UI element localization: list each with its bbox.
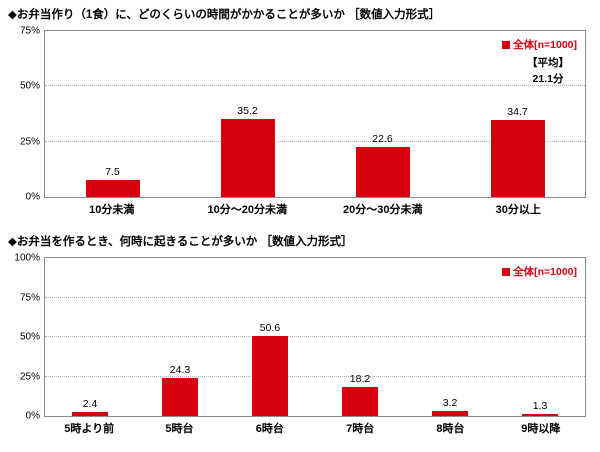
- survey-charts-page: ◆お弁当作り（1食）に、どのくらいの時間がかかることが多いか ［数値入力形式］ …: [8, 6, 592, 436]
- category-label: 6時台: [255, 423, 284, 435]
- category-label: 30分以上: [495, 204, 541, 216]
- bar: [72, 412, 108, 416]
- category-label: 5時より前: [64, 423, 115, 435]
- bar-column: 7.5: [45, 31, 180, 197]
- y-axis-tick-label: 100%: [14, 252, 40, 264]
- gridline: [45, 336, 585, 337]
- average-note-value: 21.1分: [532, 73, 564, 86]
- category-label: 7時台: [346, 423, 375, 435]
- bar-value-label: 2.4: [82, 398, 98, 411]
- x-axis-labels: 10分未満 10分〜20分未満 20分〜30分未満 30分以上: [44, 201, 586, 217]
- y-axis-tick-label: 0%: [25, 191, 40, 203]
- y-axis-tick-label: 75%: [19, 25, 40, 37]
- bar-column: 18.2: [315, 258, 405, 416]
- bar-value-label: 35.2: [237, 105, 258, 118]
- bar-column: 1.3: [495, 258, 585, 416]
- chart-title: ◆お弁当作り（1食）に、どのくらいの時間がかかることが多いか ［数値入力形式］: [8, 9, 441, 21]
- y-axis-tick-label: 25%: [19, 371, 40, 382]
- bar-column: 35.2: [180, 31, 315, 197]
- legend-label: 全体[n=1000]: [513, 266, 577, 278]
- bar-value-label: 22.6: [372, 132, 393, 145]
- bar: [342, 387, 378, 416]
- x-axis-labels: 5時より前 5時台 6時台 7時台 8時台 9時以降: [44, 420, 586, 436]
- bar-column: 2.4: [45, 258, 135, 416]
- bar-value-label: 24.3: [169, 363, 191, 376]
- gridline: [45, 140, 585, 142]
- plot-area: 全体[n=1000] 【平均】 21.1分 0% 25% 50% 75% 7.5 35.2…: [20, 26, 586, 203]
- y-axis-tick-label: 25%: [19, 136, 40, 148]
- bar-column: 24.3: [135, 258, 225, 416]
- plot-area: 全体[n=1000] 0% 25% 50% 75% 100% 2.4 24.3 50.6 18.…: [14, 253, 586, 422]
- bar: [85, 180, 140, 197]
- bar-column: 3.2: [405, 258, 495, 416]
- gridline: [45, 85, 585, 87]
- legend: 全体[n=1000]: [502, 37, 577, 52]
- gridline: [45, 296, 585, 298]
- bar: [162, 377, 198, 416]
- bars-container: 2.4 24.3 50.6 18.2 3.2 1.3: [45, 258, 585, 416]
- bar: [490, 120, 545, 197]
- bar: [355, 146, 410, 197]
- chart-wakeup-time: ◆お弁当を作るとき、何時に起きることが多いか ［数値入力形式］ 全体[n=100…: [8, 233, 592, 436]
- bars-container: 7.5 35.2 22.6 34.7: [45, 31, 585, 197]
- bar: [522, 413, 558, 416]
- category-label: 20分〜30分未満: [343, 204, 423, 216]
- y-axis-tick-label: 50%: [19, 80, 40, 92]
- category-label: 5時台: [165, 423, 194, 435]
- bar: [432, 410, 468, 416]
- bar-value-label: 3.2: [442, 396, 458, 409]
- bar-value-label: 34.7: [507, 106, 528, 119]
- category-label: 9時以降: [521, 423, 561, 435]
- bar: [220, 119, 275, 197]
- y-axis-tick-label: 0%: [25, 410, 40, 422]
- category-label: 10分未満: [89, 204, 135, 216]
- category-label: 8時台: [436, 423, 465, 435]
- average-note-heading: 【平均】: [527, 57, 569, 69]
- chart-bento-prep-time: ◆お弁当作り（1食）に、どのくらいの時間がかかることが多いか ［数値入力形式］ …: [8, 6, 592, 217]
- bar-value-label: 18.2: [349, 373, 371, 386]
- chart-title: ◆お弁当を作るとき、何時に起きることが多いか ［数値入力形式］: [8, 236, 353, 248]
- bar-value-label: 1.3: [532, 399, 548, 412]
- average-note: 【平均】 21.1分: [527, 55, 569, 88]
- bar-column: 50.6: [225, 258, 315, 416]
- y-axis-tick-label: 50%: [19, 331, 40, 343]
- gridline: [45, 375, 585, 377]
- y-axis-tick-label: 75%: [19, 292, 40, 303]
- legend-marker-icon: [502, 40, 511, 49]
- bar-value-label: 50.6: [259, 322, 281, 335]
- bar-column: 34.7: [450, 31, 585, 197]
- bar-value-label: 7.5: [105, 166, 120, 179]
- bar-column: 22.6: [315, 31, 450, 197]
- bar: [252, 336, 288, 416]
- legend-label: 全体[n=1000]: [513, 39, 577, 51]
- legend-marker-icon: [502, 267, 511, 276]
- category-label: 10分〜20分未満: [207, 204, 287, 216]
- legend: 全体[n=1000]: [502, 264, 577, 279]
